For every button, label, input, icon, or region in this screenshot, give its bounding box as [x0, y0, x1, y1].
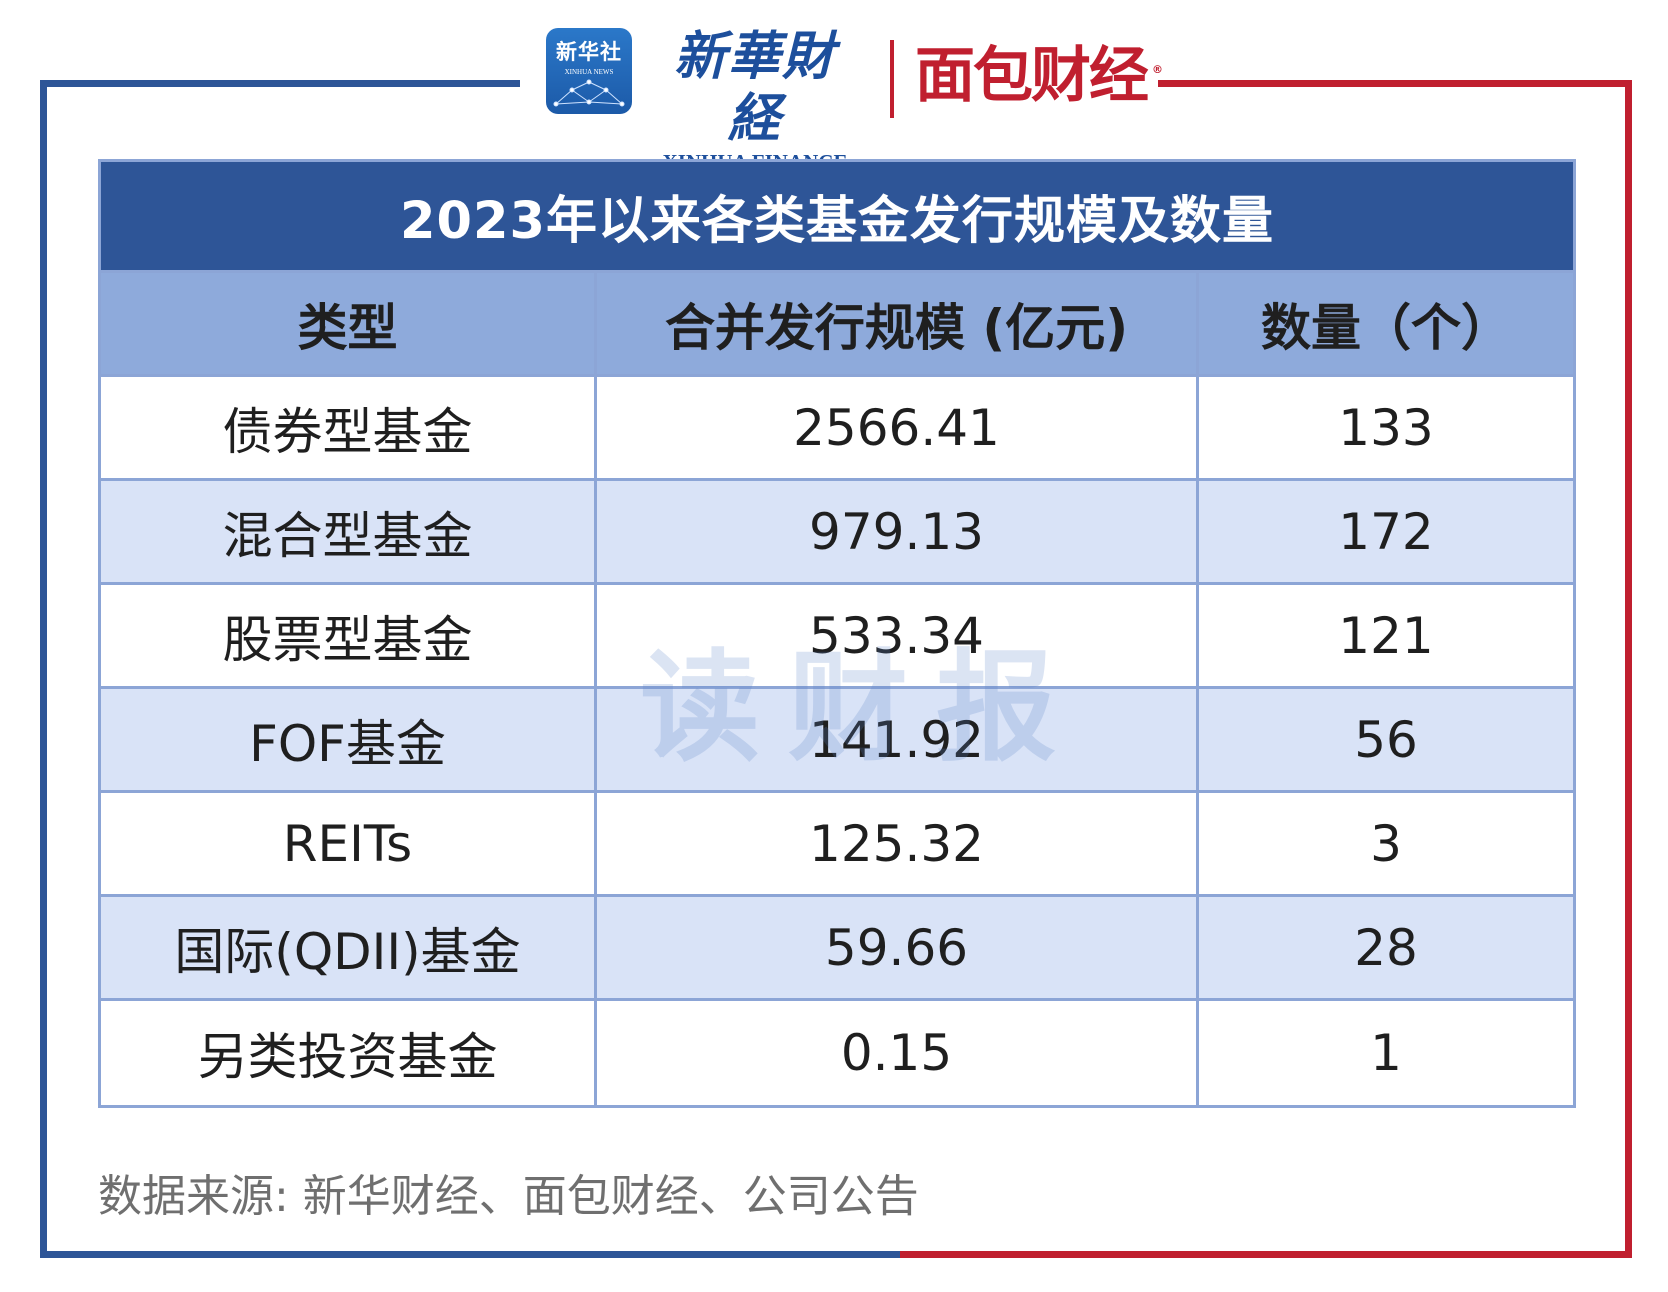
cell-count: 121 — [1338, 606, 1434, 665]
cell-count: 172 — [1338, 502, 1434, 561]
table-row: FOF基金 141.92 56 — [101, 689, 1573, 793]
registered-mark-icon: ® — [1152, 63, 1163, 76]
cell-type: REITs — [101, 793, 597, 894]
cell-type: 混合型基金 — [101, 481, 597, 582]
column-header-scale: 合并发行规模 (亿元) — [597, 273, 1199, 374]
cell-count: 56 — [1354, 710, 1418, 769]
frame-left-line — [40, 80, 47, 1258]
cell-count: 3 — [1370, 814, 1402, 873]
xinhua-news-logo: 新华社 XINHUA NEWS — [546, 28, 632, 114]
cell-type: FOF基金 — [101, 689, 597, 790]
cell-count: 1 — [1370, 1024, 1402, 1082]
table-row: 国际(QDII)基金 59.66 28 — [101, 897, 1573, 1001]
cell-type: 股票型基金 — [101, 585, 597, 686]
table-row: 混合型基金 979.13 172 — [101, 481, 1573, 585]
cell-type: 另类投资基金 — [101, 1001, 597, 1105]
logo-divider — [890, 40, 894, 118]
xinhua-news-logo-en: XINHUA NEWS — [564, 68, 614, 76]
xinhua-finance-logo-cn: 新華財経 — [673, 26, 836, 149]
cell-scale: 979.13 — [597, 481, 1199, 582]
xinhua-finance-logo: 新華財経 XINHUA FINANCE — [650, 26, 860, 174]
cell-scale: 533.34 — [597, 585, 1199, 686]
column-header-count: 数量（个） — [1261, 298, 1511, 357]
cell-scale: 141.92 — [597, 689, 1199, 790]
cell-count: 133 — [1338, 398, 1434, 457]
cell-scale: 125.32 — [597, 793, 1199, 894]
mianbao-finance-logo-text: 面包财经 — [915, 41, 1149, 111]
frame-top-right-line — [1158, 80, 1632, 87]
frame-right-line — [1625, 80, 1632, 1258]
cell-scale: 0.15 — [597, 1001, 1199, 1105]
table-row: 债券型基金 2566.41 133 — [101, 377, 1573, 481]
table-body: 债券型基金 2566.41 133 混合型基金 979.13 172 股票型基金 533.34… — [101, 377, 1573, 1105]
source-note: 数据来源: 新华财经、面包财经、公司公告 — [98, 1171, 919, 1222]
cell-type: 债券型基金 — [101, 377, 597, 478]
column-header-type: 类型 — [101, 273, 597, 374]
cell-type: 国际(QDII)基金 — [101, 897, 597, 998]
table-row: REITs 125.32 3 — [101, 793, 1573, 897]
xinhua-news-logo-cn: 新华社 — [556, 39, 622, 64]
table-row: 股票型基金 533.34 121 — [101, 585, 1573, 689]
network-icon — [553, 79, 625, 107]
table-header-row: 类型 合并发行规模 (亿元) 数量（个） — [101, 273, 1573, 377]
mianbao-finance-logo: 面包财经 ® — [915, 36, 1163, 116]
table-row: 另类投资基金 0.15 1 — [101, 1001, 1573, 1105]
cell-count: 28 — [1354, 918, 1418, 977]
frame-bottom-red-line — [900, 1251, 1632, 1258]
table-title: 2023年以来各类基金发行规模及数量 — [101, 162, 1573, 273]
fund-table: 2023年以来各类基金发行规模及数量 类型 合并发行规模 (亿元) 数量（个） … — [98, 159, 1576, 1108]
cell-scale: 2566.41 — [597, 377, 1199, 478]
frame-top-left-line — [40, 80, 520, 87]
frame-bottom-blue-line — [40, 1251, 900, 1258]
cell-scale: 59.66 — [597, 897, 1199, 998]
